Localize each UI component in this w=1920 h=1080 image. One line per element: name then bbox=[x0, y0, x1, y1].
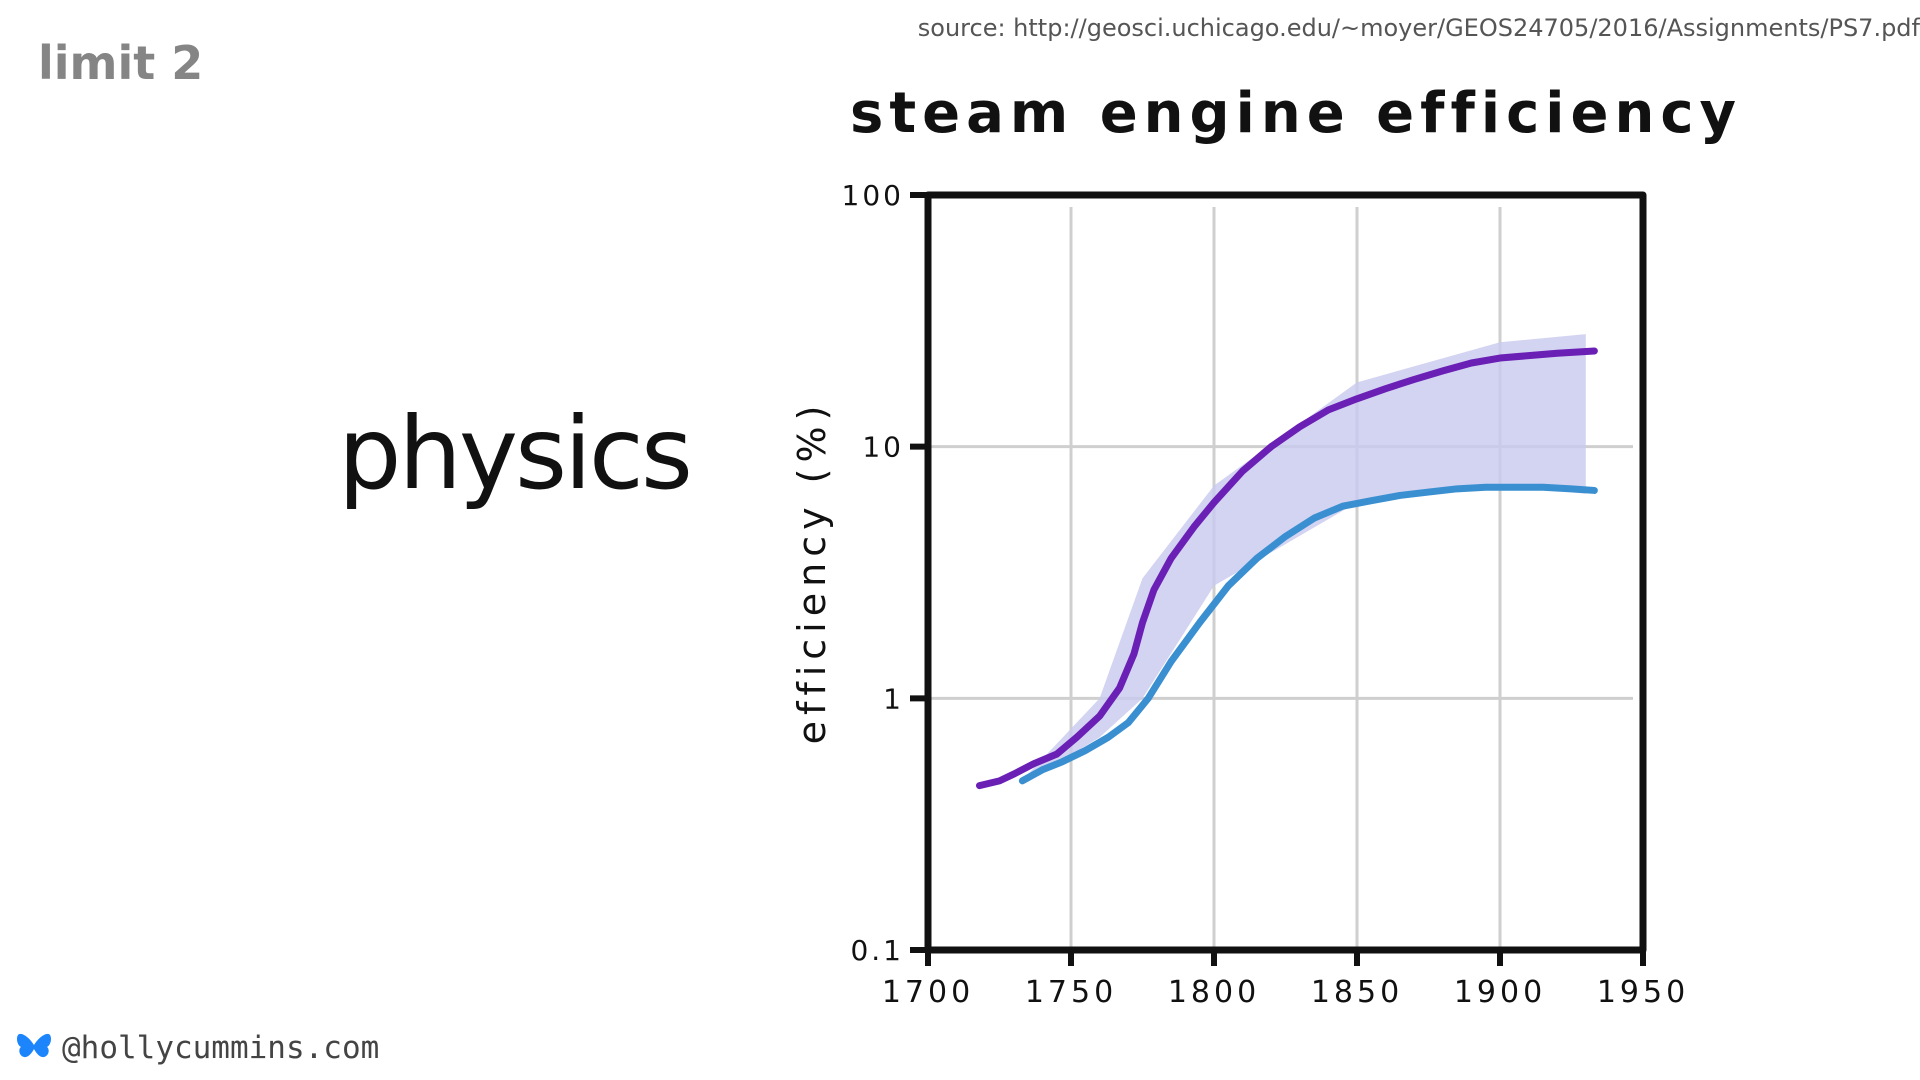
point-upper-21 bbox=[1440, 368, 1446, 374]
point-upper-11 bbox=[1168, 555, 1174, 561]
point-lower-11 bbox=[1283, 533, 1288, 539]
efficiency-chart: steam engine efficiency 1700 1750 1800 1850… bbox=[790, 81, 1742, 1010]
point-lower-16 bbox=[1426, 489, 1431, 495]
chart-grid bbox=[928, 207, 1633, 950]
point-upper-16 bbox=[1297, 424, 1303, 430]
point-lower-2 bbox=[1059, 759, 1065, 765]
point-upper-13 bbox=[1211, 499, 1217, 505]
x-axis-ticks: 1700 1750 1800 1850 1900 1950 bbox=[882, 950, 1689, 1010]
point-upper-6 bbox=[1097, 713, 1103, 719]
point-lower-19 bbox=[1511, 484, 1517, 490]
series-upper bbox=[975, 347, 1598, 790]
point-upper-4 bbox=[1054, 751, 1060, 757]
point-lower-10 bbox=[1254, 555, 1260, 561]
y-tick-label-1: 1 bbox=[883, 682, 904, 715]
y-tick-label-0.1: 0.1 bbox=[850, 934, 904, 967]
point-upper-14 bbox=[1240, 468, 1246, 474]
butterfly-icon bbox=[17, 1033, 51, 1058]
point-lower-9 bbox=[1225, 583, 1231, 589]
y-axis-label: efficiency (%) bbox=[790, 400, 834, 745]
x-tick-label-1850: 1850 bbox=[1311, 975, 1403, 1010]
point-upper-25 bbox=[1554, 350, 1560, 356]
footer: @hollycummins.com bbox=[16, 1030, 379, 1066]
point-lower-7 bbox=[1168, 659, 1174, 665]
point-lower-6 bbox=[1145, 695, 1151, 701]
point-upper-15 bbox=[1268, 444, 1274, 450]
plot-frame bbox=[924, 191, 1647, 954]
point-upper-12 bbox=[1191, 524, 1197, 530]
point-lower-17 bbox=[1454, 486, 1460, 492]
slide-label: limit 2 bbox=[38, 36, 204, 90]
chart-title: steam engine efficiency bbox=[850, 81, 1742, 146]
point-lower-13 bbox=[1340, 503, 1346, 509]
point-lower-20 bbox=[1540, 484, 1546, 490]
y-tick-label-100: 100 bbox=[842, 179, 904, 212]
band-area bbox=[1028, 334, 1586, 781]
point-upper-22 bbox=[1468, 360, 1474, 366]
point-upper-24 bbox=[1526, 353, 1532, 359]
series-lower bbox=[1018, 483, 1598, 785]
point-upper-26 bbox=[1591, 348, 1597, 354]
y-axis-ticks: 0.1 1 10 100 bbox=[842, 179, 928, 967]
point-upper-1 bbox=[997, 778, 1002, 784]
point-lower-15 bbox=[1397, 492, 1403, 498]
point-lower-5 bbox=[1125, 720, 1131, 726]
y-tick-label-10: 10 bbox=[862, 431, 904, 464]
x-tick-label-1750: 1750 bbox=[1025, 975, 1117, 1010]
author-handle: @hollycummins.com bbox=[62, 1030, 380, 1066]
point-lower-3 bbox=[1082, 748, 1088, 754]
x-tick-label-1900: 1900 bbox=[1454, 975, 1546, 1010]
point-upper-9 bbox=[1140, 620, 1145, 626]
point-upper-2 bbox=[1011, 771, 1017, 777]
point-lower-1 bbox=[1039, 767, 1045, 773]
point-lower-21 bbox=[1569, 486, 1574, 492]
point-upper-3 bbox=[1031, 761, 1037, 767]
point-lower-12 bbox=[1311, 515, 1317, 521]
x-tick-label-1800: 1800 bbox=[1168, 975, 1260, 1010]
point-upper-20 bbox=[1411, 376, 1417, 382]
point-lower-14 bbox=[1368, 498, 1374, 504]
topic-heading: physics bbox=[338, 395, 693, 512]
point-upper-23 bbox=[1497, 355, 1503, 361]
point-upper-0 bbox=[976, 783, 982, 789]
point-upper-10 bbox=[1151, 587, 1157, 593]
x-tick-label-1700: 1700 bbox=[882, 975, 974, 1010]
point-lower-22 bbox=[1591, 487, 1597, 493]
point-upper-7 bbox=[1117, 685, 1123, 691]
point-upper-18 bbox=[1354, 396, 1360, 402]
point-lower-4 bbox=[1105, 734, 1111, 740]
point-upper-17 bbox=[1325, 407, 1331, 413]
chart-series bbox=[975, 347, 1598, 790]
source-citation: source: http://geosci.uchicago.edu/~moye… bbox=[917, 14, 1920, 42]
x-tick-label-1950: 1950 bbox=[1597, 975, 1689, 1010]
efficiency-band bbox=[1028, 334, 1586, 781]
point-upper-19 bbox=[1383, 386, 1389, 392]
point-lower-0 bbox=[1019, 778, 1025, 784]
point-upper-8 bbox=[1131, 651, 1137, 657]
point-lower-8 bbox=[1197, 620, 1203, 626]
point-upper-5 bbox=[1074, 734, 1080, 740]
point-lower-18 bbox=[1483, 484, 1489, 490]
